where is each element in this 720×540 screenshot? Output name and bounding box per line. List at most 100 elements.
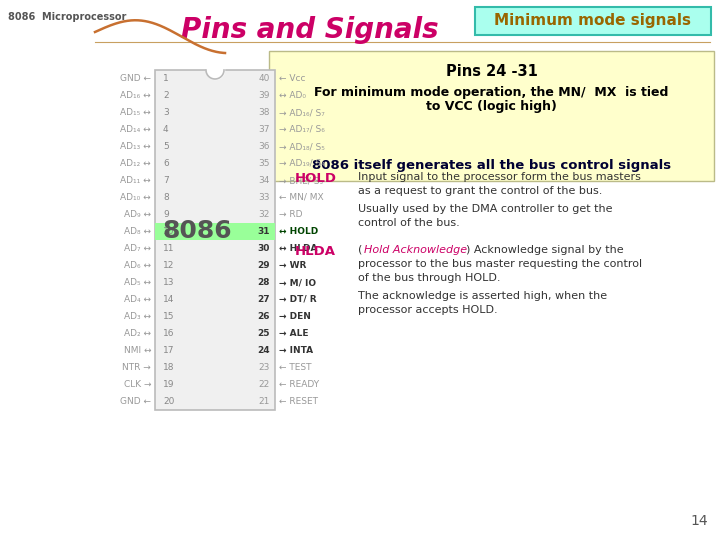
Text: AD₃ ↔: AD₃ ↔ — [124, 312, 151, 321]
Text: ↔ HLDA: ↔ HLDA — [279, 244, 318, 253]
Text: 4: 4 — [163, 125, 168, 134]
Text: GND ←: GND ← — [120, 74, 151, 83]
Text: 16: 16 — [163, 329, 174, 338]
Text: AD₁₁ ↔: AD₁₁ ↔ — [120, 176, 151, 185]
Text: Hold Acknowledge: Hold Acknowledge — [364, 245, 467, 255]
Text: 29: 29 — [257, 261, 270, 270]
Text: 37: 37 — [258, 125, 270, 134]
Text: 18: 18 — [163, 363, 174, 372]
Text: 11: 11 — [163, 244, 174, 253]
Text: ↔ HOLD: ↔ HOLD — [279, 227, 318, 236]
Text: AD₆ ↔: AD₆ ↔ — [124, 261, 151, 270]
Text: ← READY: ← READY — [279, 380, 319, 389]
Text: 24: 24 — [257, 346, 270, 355]
FancyBboxPatch shape — [269, 51, 714, 181]
Text: ← Vᴄᴄ: ← Vᴄᴄ — [279, 74, 305, 83]
Text: For minimum mode operation, the MN/  MX  is tied: For minimum mode operation, the MN/ MX i… — [315, 86, 669, 99]
Text: → ALE: → ALE — [279, 329, 308, 338]
FancyBboxPatch shape — [155, 223, 275, 240]
Text: CLK →: CLK → — [124, 380, 151, 389]
Text: AD₁₄ ↔: AD₁₄ ↔ — [120, 125, 151, 134]
Text: ← RESET: ← RESET — [279, 397, 318, 406]
Text: 3: 3 — [163, 108, 168, 117]
Text: → DEN: → DEN — [279, 312, 311, 321]
Text: 2: 2 — [163, 91, 168, 100]
Text: → INTA: → INTA — [279, 346, 313, 355]
Text: AD₁₅ ↔: AD₁₅ ↔ — [120, 108, 151, 117]
FancyBboxPatch shape — [155, 70, 275, 410]
Text: 14: 14 — [690, 514, 708, 528]
Text: 33: 33 — [258, 193, 270, 202]
Text: 26: 26 — [258, 312, 270, 321]
Text: ) Acknowledge signal by the: ) Acknowledge signal by the — [466, 245, 624, 255]
Text: AD₉ ↔: AD₉ ↔ — [124, 210, 151, 219]
Text: 13: 13 — [163, 278, 174, 287]
Text: AD₄ ↔: AD₄ ↔ — [124, 295, 151, 304]
Text: 38: 38 — [258, 108, 270, 117]
Text: 34: 34 — [258, 176, 270, 185]
Text: 30: 30 — [258, 244, 270, 253]
Text: AD₁₃ ↔: AD₁₃ ↔ — [120, 142, 151, 151]
Text: Pins and Signals: Pins and Signals — [181, 16, 438, 44]
Text: Input signal to the processor form the bus masters: Input signal to the processor form the b… — [358, 172, 641, 182]
Text: → AD₁₇/ S₆: → AD₁₇/ S₆ — [279, 125, 325, 134]
Text: 25: 25 — [258, 329, 270, 338]
Text: Usually used by the DMA controller to get the: Usually used by the DMA controller to ge… — [358, 204, 613, 214]
Text: The acknowledge is asserted high, when the: The acknowledge is asserted high, when t… — [358, 291, 607, 301]
FancyBboxPatch shape — [475, 7, 711, 35]
Text: GND ←: GND ← — [120, 397, 151, 406]
Text: 15: 15 — [163, 312, 174, 321]
Text: → M/ IO: → M/ IO — [279, 278, 316, 287]
Text: to VCC (logic high): to VCC (logic high) — [426, 100, 557, 113]
Text: 28: 28 — [258, 278, 270, 287]
Text: AD₇ ↔: AD₇ ↔ — [124, 244, 151, 253]
Text: 8086  Microprocessor: 8086 Microprocessor — [8, 12, 127, 22]
Text: control of the bus.: control of the bus. — [358, 218, 460, 228]
Text: 27: 27 — [257, 295, 270, 304]
Text: 17: 17 — [163, 346, 174, 355]
Text: 8: 8 — [163, 193, 168, 202]
Text: HLDA: HLDA — [295, 245, 336, 258]
Text: → BHE/ S₃: → BHE/ S₃ — [279, 176, 323, 185]
Text: 32: 32 — [258, 210, 270, 219]
Text: 20: 20 — [163, 397, 174, 406]
Text: 31: 31 — [258, 227, 270, 236]
Text: 21: 21 — [258, 397, 270, 406]
Text: ← TEST: ← TEST — [279, 363, 312, 372]
Text: 12: 12 — [163, 261, 174, 270]
Text: AD₅ ↔: AD₅ ↔ — [124, 278, 151, 287]
Text: 36: 36 — [258, 142, 270, 151]
Text: (: ( — [358, 245, 362, 255]
Text: processor accepts HOLD.: processor accepts HOLD. — [358, 305, 498, 315]
Text: as a request to grant the control of the bus.: as a request to grant the control of the… — [358, 186, 603, 196]
Text: AD₁₆ ↔: AD₁₆ ↔ — [120, 91, 151, 100]
Text: ↔ AD₀: ↔ AD₀ — [279, 91, 306, 100]
Text: 10: 10 — [163, 227, 174, 236]
Text: → AD₁₈/ S₅: → AD₁₈/ S₅ — [279, 142, 325, 151]
Text: 22: 22 — [258, 380, 270, 389]
Text: 7: 7 — [163, 176, 168, 185]
Text: 14: 14 — [163, 295, 174, 304]
Text: Minimum mode signals: Minimum mode signals — [495, 14, 691, 29]
Text: 35: 35 — [258, 159, 270, 168]
Text: 9: 9 — [163, 210, 168, 219]
Text: NMI ↔: NMI ↔ — [124, 346, 151, 355]
Text: processor to the bus master requesting the control: processor to the bus master requesting t… — [358, 259, 642, 269]
Text: ← MN/ MX: ← MN/ MX — [279, 193, 323, 202]
Text: AD₈ ↔: AD₈ ↔ — [124, 227, 151, 236]
Text: AD₁₀ ↔: AD₁₀ ↔ — [120, 193, 151, 202]
Text: 8086 itself generates all the bus control signals: 8086 itself generates all the bus contro… — [312, 159, 671, 172]
Text: 8086: 8086 — [162, 219, 232, 244]
Text: HOLD: HOLD — [295, 172, 337, 185]
Text: Pins 24 -31: Pins 24 -31 — [446, 64, 537, 79]
Text: 23: 23 — [258, 363, 270, 372]
Text: 1: 1 — [163, 74, 168, 83]
Text: 40: 40 — [258, 74, 270, 83]
Text: → AD₁₉/ S₄: → AD₁₉/ S₄ — [279, 159, 325, 168]
Text: 39: 39 — [258, 91, 270, 100]
Text: AD₁₂ ↔: AD₁₂ ↔ — [120, 159, 151, 168]
Text: → DT/ R: → DT/ R — [279, 295, 317, 304]
Text: AD₂ ↔: AD₂ ↔ — [124, 329, 151, 338]
Text: → AD₁₆/ S₇: → AD₁₆/ S₇ — [279, 108, 325, 117]
Text: → WR: → WR — [279, 261, 307, 270]
